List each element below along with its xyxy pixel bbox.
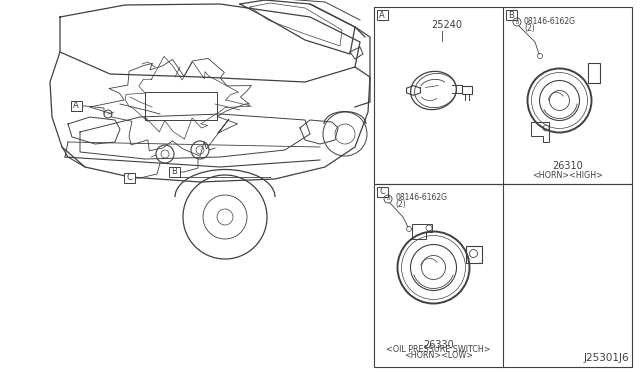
- Text: B: B: [387, 196, 390, 202]
- Text: B: B: [171, 167, 177, 176]
- Text: 08146-6162G: 08146-6162G: [524, 16, 576, 26]
- Text: (2): (2): [524, 23, 535, 32]
- Bar: [374, 184, 632, 367]
- Text: J25301J6: J25301J6: [584, 353, 629, 363]
- Text: A: A: [73, 102, 79, 110]
- Text: 08146-6162G: 08146-6162G: [395, 193, 447, 202]
- FancyBboxPatch shape: [376, 10, 387, 20]
- Text: B: B: [508, 10, 514, 19]
- FancyBboxPatch shape: [124, 173, 134, 183]
- Text: <HORN><HIGH>: <HORN><HIGH>: [532, 171, 603, 180]
- Text: C: C: [126, 173, 132, 183]
- Text: (2): (2): [395, 201, 406, 209]
- Text: B: B: [515, 19, 518, 25]
- Text: <HORN><LOW>: <HORN><LOW>: [404, 350, 473, 359]
- FancyBboxPatch shape: [506, 10, 516, 20]
- Text: C: C: [379, 187, 385, 196]
- Text: 26330: 26330: [423, 340, 454, 350]
- FancyBboxPatch shape: [168, 167, 179, 177]
- Text: 25240: 25240: [431, 20, 462, 30]
- Text: A: A: [379, 10, 385, 19]
- FancyBboxPatch shape: [376, 187, 387, 197]
- Bar: [145, 92, 217, 120]
- Text: <OIL PRESSURE SWITCH>: <OIL PRESSURE SWITCH>: [387, 344, 491, 353]
- FancyBboxPatch shape: [70, 101, 81, 111]
- Bar: [374, 7, 632, 184]
- Text: 26310: 26310: [552, 161, 583, 171]
